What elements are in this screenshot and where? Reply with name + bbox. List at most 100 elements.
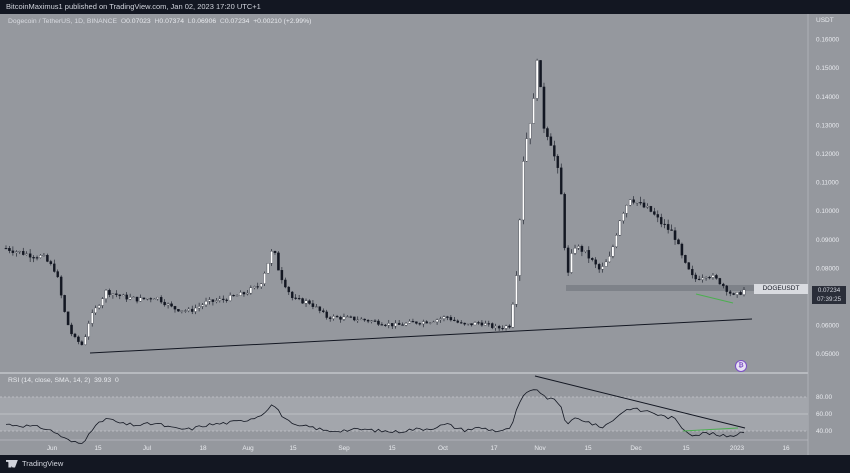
tradingview-logo[interactable]: TradingView bbox=[6, 459, 63, 468]
candle-body bbox=[56, 271, 59, 278]
candle-body bbox=[504, 325, 508, 329]
rsi-divergence-line bbox=[682, 427, 739, 432]
symbol-info-bar: Dogecoin / TetherUS, 1D, BINANCE O0.0702… bbox=[8, 18, 311, 25]
publish-bar: BitcoinMaximus1 published on TradingView… bbox=[0, 0, 850, 14]
candle-body bbox=[73, 333, 77, 338]
candle-body bbox=[335, 316, 339, 318]
candle-body bbox=[266, 263, 270, 274]
last-price: 0.07234 bbox=[817, 287, 841, 294]
candle-body bbox=[525, 138, 528, 162]
rsi-value: 39.93 bbox=[94, 377, 112, 384]
candle-body bbox=[735, 292, 739, 295]
candle-body bbox=[342, 316, 346, 320]
candle-body bbox=[566, 247, 570, 273]
time-tick-label: 15 bbox=[682, 445, 690, 452]
candle-body bbox=[601, 266, 604, 270]
candle-body bbox=[466, 323, 470, 325]
low-label: L bbox=[187, 18, 192, 25]
candle-body bbox=[15, 251, 18, 253]
candlestick-series bbox=[4, 58, 746, 346]
candle-body bbox=[446, 316, 449, 318]
time-axis-labels: Jun 15 Jul 18 Aug 15 Sep 15 Oct 17 Nov 15 Dec 15 2023 1… bbox=[47, 445, 790, 452]
candle-body bbox=[273, 251, 277, 254]
candle-body bbox=[346, 316, 349, 318]
candle-body bbox=[94, 307, 97, 314]
candle-body bbox=[611, 246, 615, 257]
price-pane[interactable] bbox=[0, 14, 808, 372]
candle-body bbox=[670, 229, 673, 231]
candle-body bbox=[687, 262, 691, 270]
candle-body bbox=[580, 246, 584, 252]
candle-body bbox=[697, 278, 701, 280]
time-tick-label: 15 bbox=[388, 445, 396, 452]
price-tick-label: 0.09000 bbox=[816, 237, 840, 244]
rsi-value-2: 0 bbox=[114, 377, 119, 384]
candle-body bbox=[528, 123, 532, 139]
candle-body bbox=[90, 312, 94, 324]
time-tick-label: 16 bbox=[782, 445, 790, 452]
candle-body bbox=[680, 243, 684, 256]
candle-body bbox=[46, 254, 49, 262]
candle-body bbox=[128, 297, 132, 300]
candle-body bbox=[563, 193, 566, 249]
candle-body bbox=[428, 322, 432, 324]
candle-body bbox=[115, 293, 118, 295]
time-tick-label: 18 bbox=[199, 445, 207, 452]
candle-body bbox=[228, 295, 232, 301]
candle-body bbox=[711, 275, 715, 278]
rsi-legend: RSI (14, close, SMA, 14, 2) 39.93 0 bbox=[8, 377, 119, 384]
candle-body bbox=[253, 286, 256, 288]
candle-body bbox=[63, 295, 66, 312]
candle-body bbox=[70, 324, 73, 335]
candle-body bbox=[242, 292, 246, 295]
candle-body bbox=[659, 217, 663, 225]
candle-body bbox=[570, 253, 573, 273]
candle-body bbox=[277, 252, 280, 271]
candle-body bbox=[384, 324, 387, 326]
candle-body bbox=[311, 303, 315, 307]
candle-body bbox=[208, 299, 211, 302]
candle-body bbox=[332, 316, 335, 319]
candle-body bbox=[166, 303, 170, 306]
candle-body bbox=[194, 307, 197, 312]
candle-body bbox=[21, 251, 25, 255]
candle-body bbox=[284, 279, 287, 288]
candle-body bbox=[442, 316, 446, 319]
price-tick-label: 0.11000 bbox=[816, 180, 839, 187]
rsi-label[interactable]: RSI (14, close, SMA, 14, 2) bbox=[8, 377, 91, 384]
price-tick-label: 0.05000 bbox=[816, 351, 840, 358]
candle-body bbox=[125, 294, 128, 300]
event-marker-icon[interactable]: ₿ bbox=[735, 360, 747, 372]
price-tick-label: 0.10000 bbox=[816, 208, 840, 215]
candle-body bbox=[325, 311, 328, 318]
candle-body bbox=[11, 250, 15, 253]
candle-body bbox=[591, 258, 594, 260]
candle-body bbox=[715, 275, 718, 279]
candle-body bbox=[535, 60, 539, 99]
candle-body bbox=[49, 261, 53, 265]
candle-body bbox=[349, 316, 353, 318]
candle-body bbox=[742, 289, 746, 295]
candle-body bbox=[163, 301, 166, 306]
candle-body bbox=[515, 275, 518, 305]
candle-body bbox=[615, 235, 618, 247]
candle-body bbox=[153, 298, 156, 300]
price-axis[interactable] bbox=[808, 14, 850, 455]
candle-body bbox=[549, 136, 553, 146]
candle-body bbox=[666, 224, 670, 230]
candle-body bbox=[739, 292, 742, 295]
candle-body bbox=[32, 257, 35, 259]
candle-body bbox=[656, 214, 660, 218]
candle-body bbox=[111, 293, 115, 295]
candle-body bbox=[691, 269, 694, 276]
candle-body bbox=[501, 327, 504, 330]
candle-body bbox=[135, 296, 139, 302]
symbol-name[interactable]: Dogecoin / TetherUS, 1D, BINANCE bbox=[8, 18, 118, 25]
close-label: C bbox=[219, 18, 225, 25]
candle-body bbox=[649, 206, 653, 212]
time-tick-label: 15 bbox=[94, 445, 102, 452]
time-tick-label: 2023 bbox=[730, 445, 745, 452]
candle-body bbox=[308, 300, 311, 304]
candle-body bbox=[701, 277, 704, 280]
